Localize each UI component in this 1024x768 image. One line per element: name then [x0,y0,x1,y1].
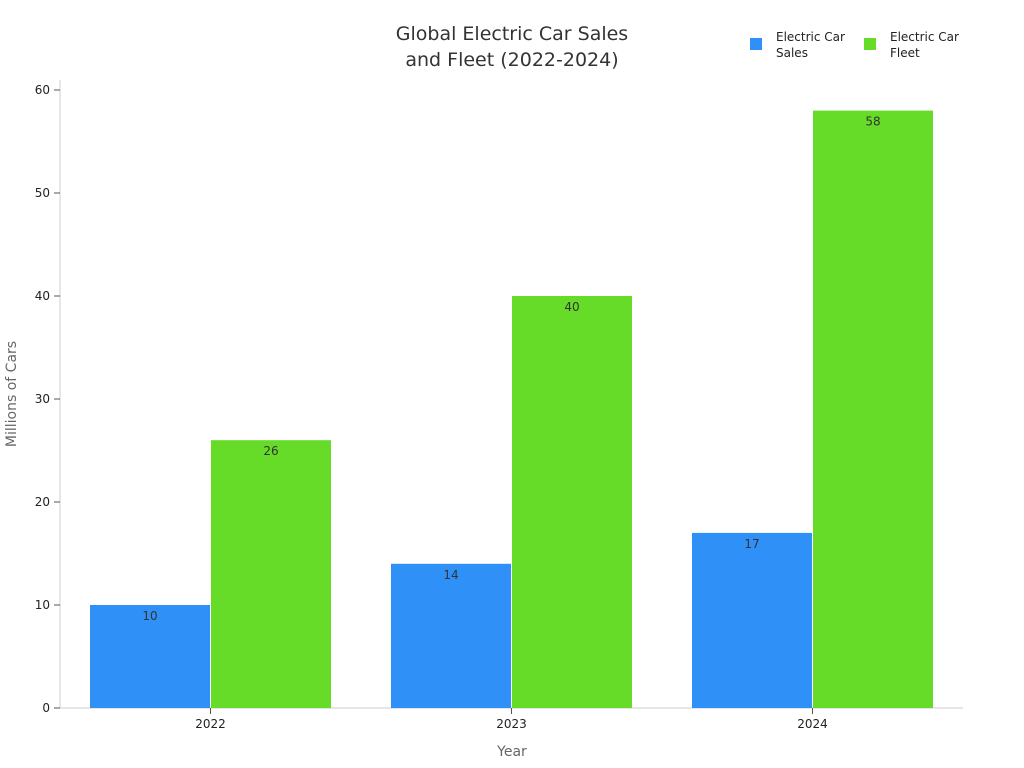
y-axis-label: Millions of Cars [4,341,20,447]
y-tick-label: 10 [35,598,50,612]
y-tick-label: 30 [35,392,50,406]
legend-swatch-sales [750,38,762,50]
legend-label-sales-2: Sales [776,46,808,60]
bars: 10 26 14 40 17 58 [90,110,933,709]
y-tick-label: 20 [35,495,50,509]
y-tick-label: 0 [42,701,50,715]
y-ticks: 0 10 20 30 40 50 60 [35,83,60,715]
data-label: 40 [564,300,579,314]
data-label: 58 [865,115,880,129]
legend-swatch-fleet [864,38,876,50]
bar [391,563,511,708]
y-tick-label: 40 [35,289,50,303]
data-label: 14 [443,568,458,582]
x-axis-label: Year [496,744,527,760]
y-tick-label: 60 [35,83,50,97]
x-ticks: 2022 2023 2024 [195,708,828,731]
data-label: 10 [142,609,157,623]
y-tick-label: 50 [35,186,50,200]
chart-title-line-1: Global Electric Car Sales [396,23,628,45]
bar [211,440,331,708]
data-label: 26 [263,444,278,458]
bar [512,296,632,708]
legend-label-fleet-2: Fleet [890,46,920,60]
chart-title-line-2: and Fleet (2022-2024) [405,49,618,71]
data-label: 17 [744,537,759,551]
bar [90,605,210,708]
bar [692,532,812,708]
x-tick-label: 2024 [797,717,828,731]
bar [813,110,933,709]
legend: Electric Car Sales Electric Car Fleet [750,30,959,60]
legend-label-fleet-1: Electric Car [890,30,959,44]
x-tick-label: 2023 [496,717,527,731]
x-tick-label: 2022 [195,717,226,731]
legend-label-sales-1: Electric Car [776,30,845,44]
